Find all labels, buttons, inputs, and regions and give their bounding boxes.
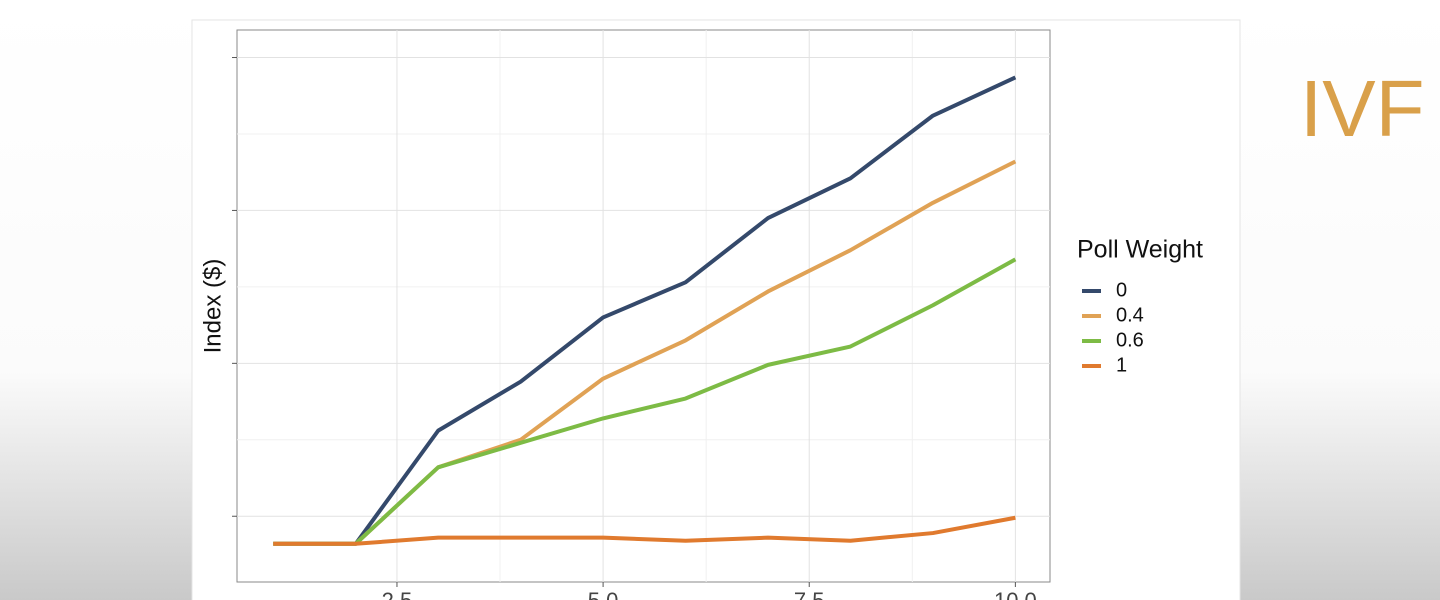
x-tick-label: 7.5 [794,588,825,600]
lines [273,75,1017,546]
x-tick-label: 10.0 [994,588,1037,600]
series-line [273,75,1017,546]
series-line [273,515,1016,546]
legend-label: 0.6 [1116,329,1144,351]
x-tick-label: 5.0 [588,588,619,600]
y-axis-title: Index ($) [199,259,226,354]
legend-label: 0.4 [1116,304,1144,326]
plot-panel [236,29,1051,583]
legend-label: 0 [1116,279,1127,301]
side-text: IVF [1300,64,1424,153]
series-line [273,257,1017,546]
x-tick-label: 2.5 [382,588,413,600]
legend: 0 0.4 0.6 1 [1082,279,1144,376]
legend-title: Poll Weight [1077,236,1203,264]
legend-label: 1 [1116,354,1127,376]
